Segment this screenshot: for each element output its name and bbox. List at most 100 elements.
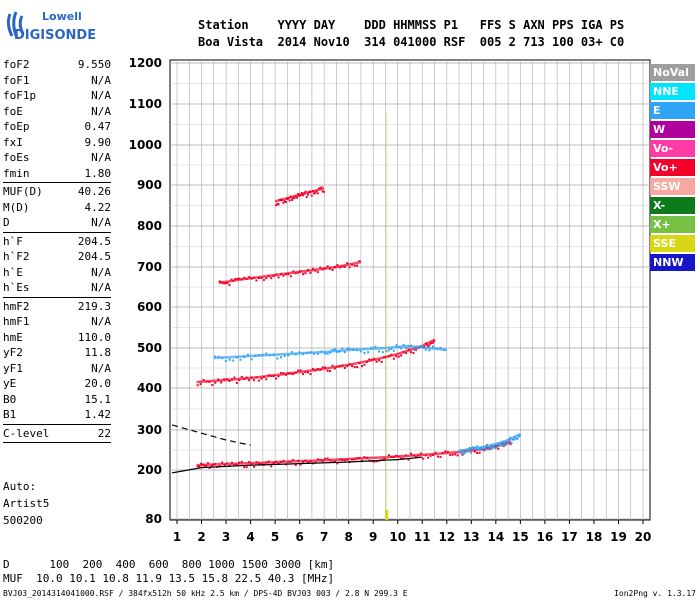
param-label: fmin (3, 166, 30, 180)
trace-point (228, 284, 231, 287)
param-row: foE N/A (3, 104, 111, 120)
trace-point (360, 365, 363, 368)
legend-item-vo-plus: Vo+ (650, 159, 695, 176)
trace-point (230, 278, 233, 281)
y-tick-label: 900 (137, 178, 162, 192)
param-row: M(D) 4.22 (3, 200, 111, 216)
param-row: h`Es N/A (3, 280, 111, 296)
y-tick-label: 80 (145, 512, 162, 526)
autoscale-artist: Artist5 (3, 497, 50, 510)
trace-point (471, 446, 474, 449)
trace-point (306, 193, 309, 196)
param-label: foE (3, 104, 23, 118)
trace-segment (458, 447, 472, 453)
trace-segment (372, 352, 399, 362)
trace-point (429, 454, 432, 457)
trace-point (287, 354, 290, 357)
trace-point (374, 345, 377, 348)
marker-foF2 (385, 510, 389, 520)
trace-point (481, 447, 484, 450)
trace-point (226, 281, 229, 284)
trace-point (509, 443, 512, 446)
trace-4-hop (274, 186, 325, 207)
x-tick-label: 12 (438, 530, 455, 544)
param-value: N/A (91, 216, 111, 229)
legend-item-noval: NoVal (650, 64, 695, 81)
trace-point (476, 445, 479, 448)
param-label: foEs (3, 151, 30, 164)
trace-segment (287, 268, 313, 275)
trace-point (373, 460, 376, 463)
trace-point (265, 352, 268, 355)
x-tick-label: 19 (610, 530, 627, 544)
trace-point (336, 462, 339, 465)
trace-point (240, 376, 243, 379)
legend-item-x-plus: X+ (650, 216, 695, 233)
trace-point (427, 345, 430, 348)
trace-point (284, 200, 287, 203)
trace-point (356, 264, 359, 267)
param-row: fxI 9.90 (3, 135, 111, 151)
trace-segment (434, 450, 460, 456)
param-value: 204.5 (77, 234, 111, 248)
param-value: N/A (91, 315, 111, 328)
trace-point (326, 352, 329, 355)
trace-point (260, 463, 263, 466)
trace-segment (238, 275, 264, 282)
param-value: 110.0 (77, 330, 111, 344)
x-tick-label: 17 (561, 530, 578, 544)
trace-point (476, 452, 479, 455)
param-label: h`F2 (3, 250, 30, 263)
trace-point (462, 452, 465, 455)
trace-segment (213, 462, 239, 466)
param-value: 4.22 (84, 200, 112, 214)
trace-point (407, 458, 410, 461)
param-value: 9.90 (84, 135, 112, 149)
trace-point (260, 377, 263, 380)
trace-point (196, 384, 199, 387)
trace-point (333, 460, 336, 463)
chart-grid (169, 59, 651, 521)
trace-point (482, 449, 485, 452)
trace-point (499, 444, 502, 447)
param-value: 15.1 (84, 392, 112, 406)
legend-item-e: E (650, 102, 695, 119)
x-tick-label: 6 (295, 530, 303, 544)
y-tick-label: 400 (137, 381, 162, 395)
trace-point (346, 262, 349, 265)
trace-segment (323, 363, 349, 371)
parameter-panel: foF2 9.550 foF1 N/A foF1p N/A foE N/A foEp 0.… (3, 57, 111, 444)
trace-point (461, 453, 464, 456)
trace-point (331, 348, 334, 351)
trace-segment (336, 457, 362, 461)
param-value: N/A (91, 361, 111, 375)
trace-point (245, 466, 248, 469)
param-label: h`E (3, 265, 23, 279)
param-value: N/A (91, 89, 111, 102)
trace-point (253, 465, 256, 468)
param-label: C-level (3, 426, 50, 440)
trace-point (427, 456, 430, 459)
trace-point (353, 366, 356, 369)
trace-point (378, 350, 381, 353)
trace-point (348, 266, 351, 269)
param-group-profile: hmF2 219.3 hmF1 N/A hmE 110.0 yF2 11.8 yF1 N/… (3, 299, 111, 423)
y-tick-label: 1000 (129, 138, 162, 152)
trace-segment (311, 265, 337, 272)
autoscale-version: 500200 (3, 514, 43, 527)
trace-point (405, 347, 408, 350)
legend-item-x-minus: X- (650, 197, 695, 214)
trace-point (234, 277, 237, 280)
trace-point (495, 446, 498, 449)
trace-point (295, 196, 298, 199)
param-row: foF1 N/A (3, 73, 111, 89)
trace-point (246, 353, 249, 356)
trace-point (387, 454, 390, 457)
trace-point (257, 379, 260, 382)
param-row: hmE 110.0 (3, 330, 111, 346)
param-label: h`Es (3, 281, 30, 294)
param-group-virtual-heights: h`F 204.5 h`F2 204.5 h`E N/A h`Es N/A (3, 234, 111, 296)
trace-point (270, 465, 273, 468)
legend: NoVal NNE E W Vo- Vo+ SSW X- X+ SSE NNW (650, 64, 695, 273)
trace-point (316, 192, 319, 195)
